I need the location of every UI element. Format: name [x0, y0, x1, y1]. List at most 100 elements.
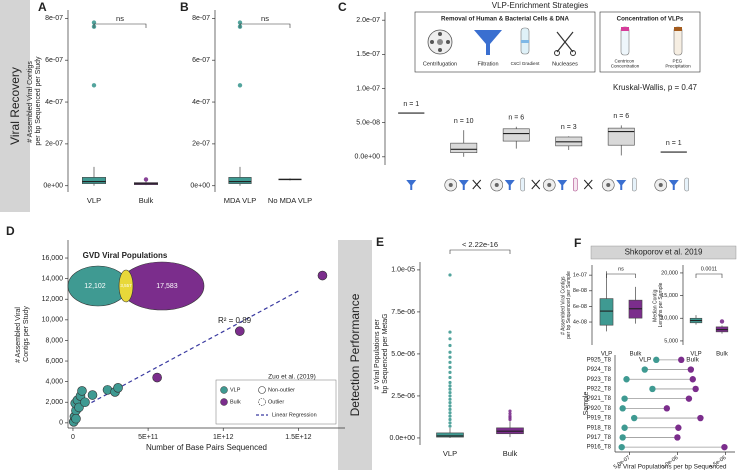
- x-tick-label: Bulk: [139, 196, 154, 205]
- strategy-icon: [668, 180, 679, 190]
- y-axis-label: # Viral Populations per bp Sequenced per…: [374, 313, 389, 393]
- point: [674, 434, 681, 441]
- point: [621, 395, 628, 402]
- box: [450, 142, 478, 154]
- x-axis-label: Number of Base Pairs Sequenced: [146, 443, 267, 452]
- comparison-label: ns: [618, 266, 624, 272]
- x-tick-label: 1.5E+12: [285, 434, 311, 441]
- point: [687, 366, 695, 373]
- outlier: [448, 404, 452, 408]
- y-tick-label: 5.0e-08: [356, 119, 380, 126]
- strategies-title: VLP-Enrichment Strategies: [492, 1, 589, 10]
- outlier: [448, 365, 452, 369]
- comparison-bracket: [93, 23, 147, 28]
- y-tick-label: 4e-07: [192, 99, 210, 106]
- x-tick-label: 0: [71, 434, 75, 441]
- note: Zuo et al. (2019): [268, 374, 316, 381]
- strategy-icon: [520, 177, 525, 192]
- y-tick-label: P922_T8: [587, 387, 612, 393]
- x-tick-label: Bulk: [716, 352, 729, 358]
- y-tick-label: 8e-08: [573, 288, 587, 294]
- y-axis-label: # Assembled Viral Contigs per Study: [15, 305, 30, 363]
- panel-letter: F: [574, 236, 581, 250]
- strategy-icon: [601, 178, 615, 192]
- y-tick-label: P925_T8: [587, 357, 612, 363]
- x-tick-label: 1E+12: [213, 434, 234, 441]
- point: [721, 443, 728, 451]
- strategy-box: [599, 11, 701, 73]
- strategy-icon: [504, 180, 515, 190]
- x-tick-label: No MDA VLP: [268, 196, 312, 205]
- y-tick-label: 0: [59, 420, 63, 427]
- centrifuge-icon: [658, 183, 663, 187]
- y-tick-label: 6e-07: [45, 57, 63, 64]
- point: [653, 356, 660, 364]
- section-band: [338, 240, 372, 470]
- series-label: Bulk: [686, 357, 699, 364]
- venn-title: GVD Viral Populations: [83, 251, 168, 260]
- section-label: Detection Performance: [348, 293, 362, 416]
- legend-box: [215, 379, 337, 425]
- outlier: [237, 83, 243, 88]
- scissors-icon: [531, 179, 541, 190]
- point: [689, 376, 696, 383]
- y-tick-label: P924_T8: [587, 367, 612, 373]
- filter-icon: [668, 180, 679, 190]
- strategy-group-title: Concentration of VLPs: [617, 16, 684, 23]
- y-tick-label: 8e-07: [192, 15, 210, 22]
- point: [87, 390, 98, 400]
- point: [317, 270, 328, 281]
- venn-label: 17,583: [156, 283, 178, 290]
- series-label: VLP: [639, 357, 651, 364]
- strategy-icon: [406, 180, 417, 190]
- centrifuge-icon: [494, 183, 499, 187]
- legend-label: Non-outlier: [268, 387, 295, 393]
- y-tick-label: 12,000: [42, 296, 64, 303]
- strategy-item: Centrifugation: [423, 61, 457, 67]
- point: [618, 443, 625, 451]
- point: [80, 397, 90, 408]
- y-tick-label: P920_T8: [587, 406, 612, 412]
- y-tick-label: 10,000: [661, 316, 678, 322]
- outlier: [448, 411, 452, 415]
- x-tick-label: VLP: [87, 196, 101, 205]
- n-label: n = 6: [508, 115, 524, 122]
- x-tick-label: Bulk: [630, 352, 643, 358]
- point: [619, 434, 626, 441]
- y-tick-label: 6,000: [45, 358, 63, 365]
- strategy-item: Centricon Concentration: [611, 59, 640, 69]
- y-tick-label: P923_T8: [587, 377, 612, 383]
- n-label: n = 1: [403, 101, 419, 108]
- scissors-icon: [472, 179, 482, 190]
- point: [678, 356, 685, 364]
- box: [607, 127, 635, 146]
- tube-icon: [520, 177, 525, 192]
- y-tick-label: 6e-08: [573, 304, 587, 310]
- outlier: [448, 390, 452, 395]
- outlier: [448, 350, 452, 354]
- legend-swatch: [258, 386, 266, 394]
- panel-letter: A: [38, 0, 47, 14]
- filter-icon: [616, 180, 627, 190]
- section-label: Viral Recovery: [8, 67, 22, 145]
- y-tick-label: 8e-07: [45, 15, 63, 22]
- strategy-group-title: Removal of Human & Bacterial Cells & DNA: [441, 16, 569, 23]
- box: [599, 298, 614, 326]
- y-tick-label: 1.5e-07: [356, 51, 380, 58]
- outlier: [448, 407, 452, 411]
- panel-letter: B: [180, 0, 189, 14]
- outlier: [237, 20, 243, 25]
- x-tick-label: 5E+11: [138, 434, 158, 441]
- outlier: [448, 417, 452, 422]
- y-tick-label: 1e-07: [573, 273, 587, 279]
- tube-icon: [573, 177, 578, 192]
- point: [152, 372, 162, 383]
- point: [71, 413, 81, 424]
- point: [697, 414, 704, 422]
- outlier: [448, 355, 452, 359]
- strategy-item: Filtration: [477, 61, 498, 67]
- strategy-item: PEG Precipitation: [665, 59, 691, 69]
- outlier: [448, 343, 452, 348]
- panel-letter: C: [338, 0, 347, 14]
